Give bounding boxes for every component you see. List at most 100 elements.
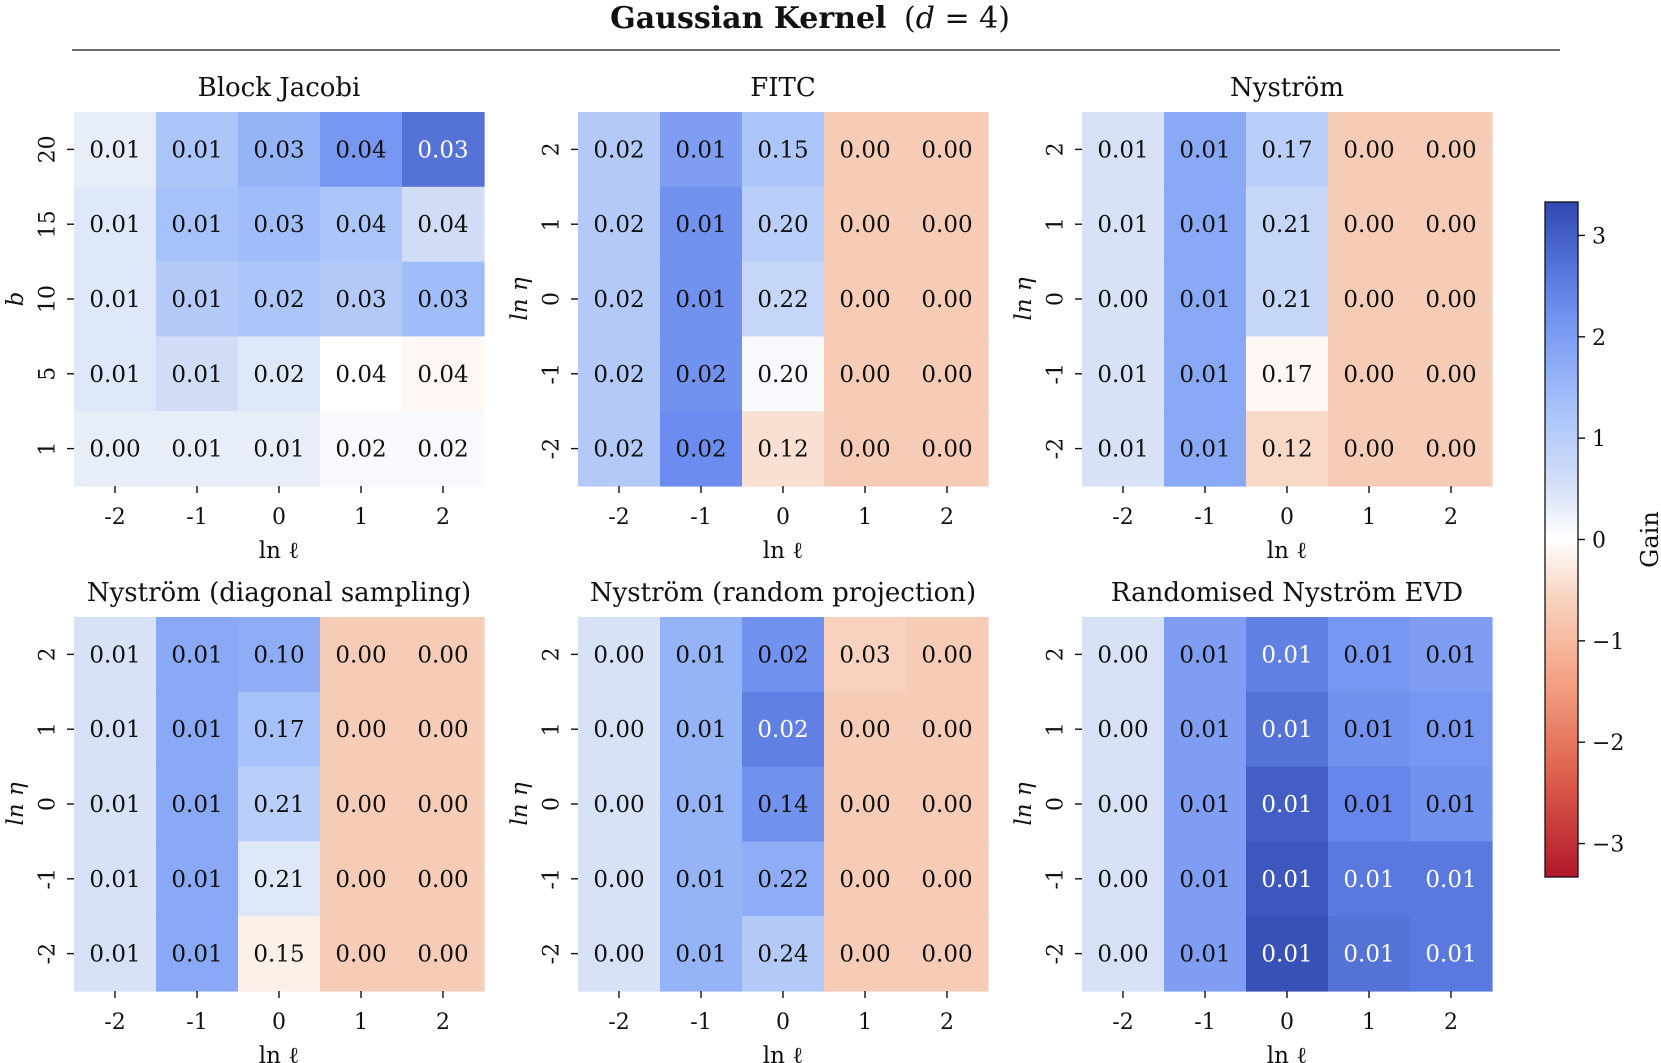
- cell-label: 0.17: [1261, 362, 1312, 388]
- cell-label: 0.01: [1425, 942, 1476, 968]
- heatmap-cell: [1246, 112, 1329, 188]
- x-tick-label: 1: [858, 1010, 872, 1035]
- heatmap-cell: [1328, 336, 1411, 412]
- cell-label: 0.02: [253, 287, 304, 313]
- heatmap-cell: [402, 916, 485, 992]
- heatmap-cell: [1164, 336, 1247, 412]
- x-tick-label: 2: [436, 505, 450, 530]
- colorbar-tick-label: −2: [1592, 731, 1624, 756]
- heatmap-cell: [1082, 186, 1165, 263]
- cell-label: 0.00: [921, 362, 972, 388]
- cell-label: 0.00: [1343, 212, 1394, 238]
- heatmap-cell: [1164, 112, 1247, 188]
- heatmap-cell: [1328, 841, 1411, 917]
- cell-label: 0.02: [593, 287, 644, 313]
- y-tick-label: 1: [540, 217, 565, 231]
- heatmap-cell: [660, 691, 743, 768]
- panel-title: Randomised Nyström EVD: [1111, 578, 1463, 608]
- heatmap-cell: [742, 186, 825, 263]
- y-tick-label: 1: [1044, 217, 1069, 231]
- heatmap-cell: [402, 617, 485, 693]
- cell-label: 0.00: [921, 137, 972, 163]
- x-tick-label: -2: [104, 1010, 125, 1035]
- cell-label: 0.00: [1425, 362, 1476, 388]
- x-tick-label: 0: [776, 1010, 790, 1035]
- cell-label: 0.00: [1097, 717, 1148, 743]
- heatmap-panel: Block Jacobi 0.01 0.01 0.03 0.04 0.03 0.01 0.01…: [3, 73, 485, 564]
- y-axis-label: ln η: [1011, 782, 1037, 825]
- y-tick-label: 1: [36, 722, 61, 736]
- cell-label: 0.01: [89, 137, 140, 163]
- heatmap-cell: [1246, 916, 1329, 992]
- x-tick-label: 0: [272, 1010, 286, 1035]
- heatmap-cell: [578, 916, 661, 992]
- heatmap-cell: [320, 691, 403, 768]
- heatmap-cell: [74, 411, 157, 487]
- cell-label: 0.22: [757, 287, 808, 313]
- heatmap-cell: [660, 112, 743, 188]
- heatmap-cell: [156, 766, 239, 842]
- heatmap-cell: [238, 841, 321, 917]
- heatmap-cell: [1164, 411, 1247, 487]
- y-tick-label: 5: [36, 367, 61, 381]
- cell-label: 0.12: [757, 437, 808, 463]
- y-tick-label: 2: [540, 647, 565, 661]
- heatmap-cell: [1246, 691, 1329, 768]
- cell-label: 0.00: [1425, 437, 1476, 463]
- cell-label: 0.00: [921, 642, 972, 668]
- heatmap-cell: [238, 411, 321, 487]
- heatmap-cell: [74, 841, 157, 917]
- heatmap-cell: [238, 336, 321, 412]
- cell-label: 0.21: [253, 867, 304, 893]
- cell-label: 0.01: [89, 362, 140, 388]
- cell-label: 0.02: [417, 437, 468, 463]
- heatmap-cell: [320, 916, 403, 992]
- cell-label: 0.01: [171, 942, 222, 968]
- cell-label: 0.01: [171, 362, 222, 388]
- colorbar: 3 2 1 0 −1 −2 −3 Gain: [1544, 201, 1661, 878]
- y-tick-label: -2: [1044, 943, 1069, 964]
- y-tick-label: 0: [1044, 292, 1069, 306]
- cell-label: 0.00: [593, 942, 644, 968]
- heatmap-cell: [238, 261, 321, 337]
- heatmap-cell: [1164, 766, 1247, 842]
- cell-label: 0.01: [1261, 942, 1312, 968]
- cell-label: 0.01: [1425, 717, 1476, 743]
- heatmap-cell: [74, 186, 157, 263]
- x-axis-label: ln ℓ: [259, 538, 300, 564]
- y-tick-label: 2: [1044, 142, 1069, 156]
- y-axis-label: ln η: [507, 782, 533, 825]
- x-tick-label: -1: [186, 505, 207, 530]
- heatmap-cell: [74, 766, 157, 842]
- heatmap-cell: [1246, 186, 1329, 263]
- cell-label: 0.01: [1343, 792, 1394, 818]
- heatmap-cell: [74, 916, 157, 992]
- heatmap-cell: [824, 766, 907, 842]
- panel-title: Nyström (diagonal sampling): [87, 578, 471, 608]
- cell-label: 0.01: [1261, 717, 1312, 743]
- heatmap-cell: [320, 841, 403, 917]
- heatmap-cell: [578, 691, 661, 768]
- heatmap-cell: [824, 617, 907, 693]
- cell-label: 0.00: [839, 717, 890, 743]
- cell-label: 0.02: [675, 362, 726, 388]
- cell-label: 0.00: [1097, 792, 1148, 818]
- heatmap-cell: [1246, 411, 1329, 487]
- heatmap-cell: [74, 691, 157, 768]
- cell-label: 0.01: [1097, 137, 1148, 163]
- cell-label: 0.00: [839, 867, 890, 893]
- panel-title: Nyström: [1230, 73, 1344, 103]
- x-tick-label: -2: [608, 1010, 629, 1035]
- heatmap-cell: [660, 411, 743, 487]
- heatmap-cell: [906, 112, 989, 188]
- cell-label: 0.04: [335, 137, 386, 163]
- cell-label: 0.01: [675, 717, 726, 743]
- cell-label: 0.01: [1179, 717, 1230, 743]
- heatmap-cell: [74, 261, 157, 337]
- heatmap-cell: [824, 261, 907, 337]
- heatmap-cell: [1410, 691, 1493, 768]
- heatmap-cell: [238, 112, 321, 188]
- cell-label: 0.02: [757, 717, 808, 743]
- heatmap-cell: [320, 411, 403, 487]
- heatmap-cell: [1246, 841, 1329, 917]
